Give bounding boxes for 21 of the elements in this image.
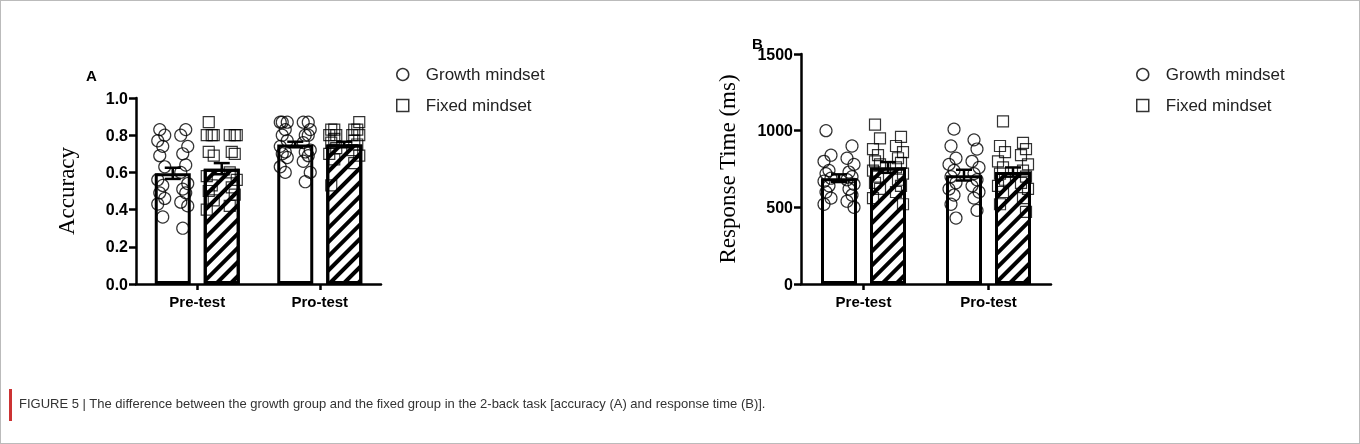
legend-label: Fixed mindset	[1165, 96, 1272, 115]
y-tick-label: 0.0	[105, 275, 129, 293]
y-axis-title: Response Time (ms)	[715, 74, 740, 264]
legend-label: Fixed mindset	[425, 96, 532, 115]
x-tick-label: Pro-test	[960, 293, 1017, 310]
y-tick-label: 1.0	[105, 89, 129, 107]
legend-label: Growth mindset	[425, 65, 546, 84]
chart-title: A	[86, 67, 97, 84]
x-tick-label: Pre-test	[835, 293, 892, 310]
y-tick-label: 0.2	[105, 238, 129, 256]
x-tick-label: Pro-test	[291, 293, 349, 310]
y-tick-label: 0.8	[105, 126, 129, 144]
legend-label: Growth mindset	[1165, 65, 1286, 84]
y-tick-label: 0.4	[105, 201, 129, 219]
x-tick-label: Pre-test	[169, 293, 226, 310]
y-tick-label: 0	[784, 275, 794, 293]
y-tick-label: 0.6	[105, 163, 129, 181]
y-tick-label: 1000	[757, 122, 794, 140]
caption: FIGURE 5 | The difference between the growth group and the fixed group in the 2-back task [accuracy (A) and response time (B)].	[19, 396, 766, 411]
y-axis-title: Accuracy	[54, 146, 79, 236]
y-tick-label: 500	[766, 198, 794, 216]
